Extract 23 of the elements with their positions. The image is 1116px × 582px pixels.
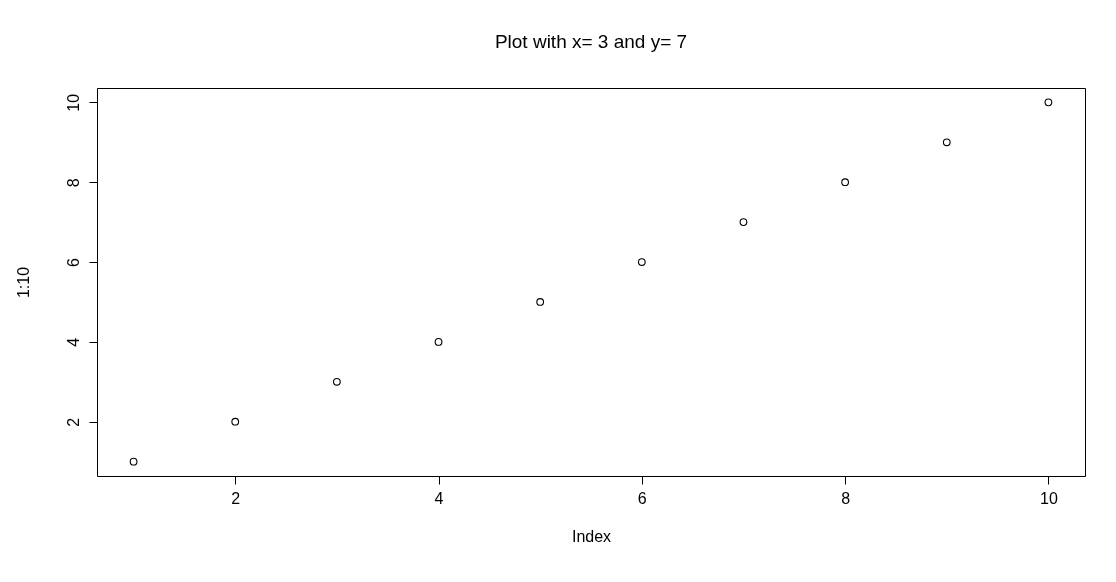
point: [942, 138, 951, 147]
y-tick-label: 2: [64, 417, 82, 427]
x-tick-label: 8: [841, 489, 851, 507]
x-tick-label: 4: [434, 489, 444, 507]
point: [1044, 98, 1053, 107]
chart-title: Plot with x= 3 and y= 7: [494, 31, 688, 52]
point: [129, 457, 138, 466]
point: [536, 298, 545, 306]
x-tick-label: 6: [637, 489, 647, 507]
y-tick-label: 6: [64, 257, 82, 267]
point: [739, 218, 748, 227]
y-tick-label: 10: [64, 93, 82, 112]
x-tick-label: 2: [231, 489, 241, 507]
y-tick-label: 4: [64, 337, 82, 347]
point: [637, 258, 646, 266]
x-axis-title: Index: [571, 527, 612, 545]
x-tick-label: 10: [1040, 489, 1058, 507]
point: [332, 377, 341, 386]
y-tick-label: 8: [64, 178, 82, 188]
point: [434, 337, 443, 346]
point: [231, 417, 240, 426]
point: [841, 178, 850, 187]
y-axis-title: 1:10: [14, 266, 32, 299]
